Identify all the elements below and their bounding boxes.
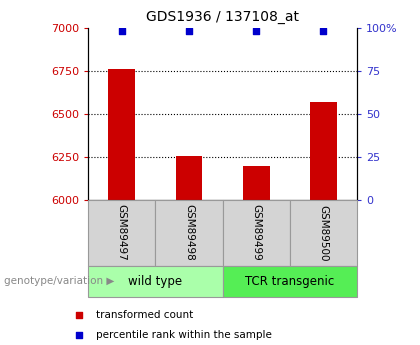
Text: transformed count: transformed count bbox=[96, 310, 194, 320]
Bar bbox=[88, 266, 223, 297]
Point bbox=[186, 28, 192, 34]
Bar bbox=[176, 156, 202, 200]
Text: TCR transgenic: TCR transgenic bbox=[245, 275, 334, 288]
Bar bbox=[223, 200, 290, 266]
Bar bbox=[223, 266, 357, 297]
Bar bbox=[310, 102, 337, 200]
Point bbox=[76, 332, 82, 337]
Point bbox=[118, 28, 125, 34]
Bar bbox=[290, 200, 357, 266]
Text: wild type: wild type bbox=[129, 275, 182, 288]
Bar bbox=[108, 69, 135, 200]
Point bbox=[76, 313, 82, 318]
Text: genotype/variation ▶: genotype/variation ▶ bbox=[4, 276, 115, 286]
Text: GSM89500: GSM89500 bbox=[318, 205, 328, 261]
Text: GSM89499: GSM89499 bbox=[251, 205, 261, 261]
Point bbox=[253, 28, 260, 34]
Point bbox=[320, 28, 327, 34]
Text: GSM89498: GSM89498 bbox=[184, 205, 194, 261]
Text: GSM89497: GSM89497 bbox=[117, 205, 127, 261]
Bar bbox=[88, 200, 155, 266]
Bar bbox=[243, 166, 270, 200]
Bar bbox=[155, 200, 223, 266]
Title: GDS1936 / 137108_at: GDS1936 / 137108_at bbox=[146, 10, 299, 24]
Text: percentile rank within the sample: percentile rank within the sample bbox=[96, 330, 272, 339]
